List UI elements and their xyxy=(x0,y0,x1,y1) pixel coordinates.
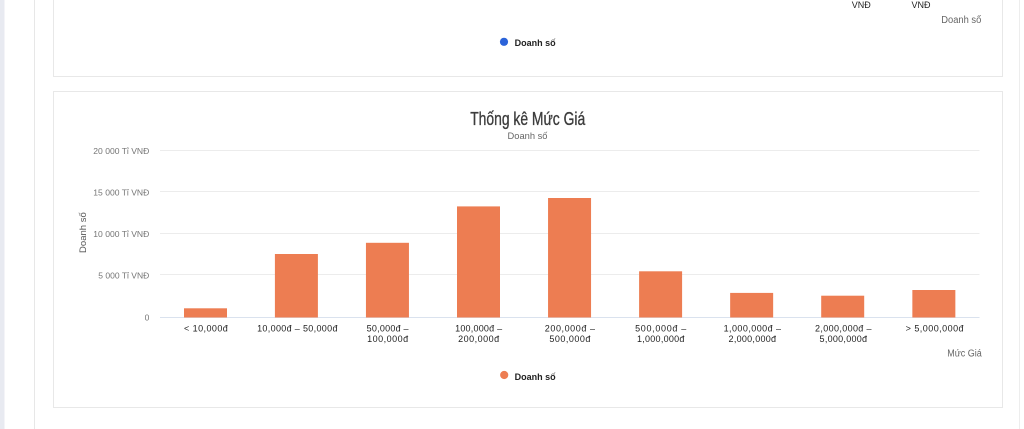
svg-text:< 10,000đ: < 10,000đ xyxy=(184,324,228,334)
svg-text:5 000 Tỉ VNĐ: 5 000 Tỉ VNĐ xyxy=(98,271,149,281)
svg-text:1,000,000đ: 1,000,000đ xyxy=(637,334,685,344)
svg-text:Doanh số: Doanh số xyxy=(508,131,549,142)
svg-text:2,000,000đ –: 2,000,000đ – xyxy=(815,324,872,334)
svg-text:Doanh số: Doanh số xyxy=(941,14,981,26)
svg-text:500,000đ: 500,000đ xyxy=(549,334,590,344)
svg-text:Doanh số: Doanh số xyxy=(515,372,557,382)
svg-text:1,000,000đ –: 1,000,000đ – xyxy=(724,324,781,334)
svg-text:Mức Giá: Mức Giá xyxy=(947,349,982,360)
svg-text:500,000đ –: 500,000đ – xyxy=(635,324,686,334)
svg-text:VNĐ: VNĐ xyxy=(911,0,931,10)
svg-text:Doanh số: Doanh số xyxy=(78,212,89,253)
svg-text:0: 0 xyxy=(145,312,150,322)
svg-text:100,000đ –: 100,000đ – xyxy=(455,324,502,334)
svg-text:200,000đ –: 200,000đ – xyxy=(545,324,595,334)
svg-text:2,000,000đ: 2,000,000đ xyxy=(729,334,777,344)
svg-text:100,000đ: 100,000đ xyxy=(367,334,408,344)
svg-text:5,000,000đ: 5,000,000đ xyxy=(820,334,868,344)
svg-text:50,000đ –: 50,000đ – xyxy=(367,324,409,334)
svg-text:> 5,000,000đ: > 5,000,000đ xyxy=(906,324,964,334)
svg-text:Thống kê Mức Giá: Thống kê Mức Giá xyxy=(470,109,586,129)
svg-text:10 000 Tỉ VNĐ: 10 000 Tỉ VNĐ xyxy=(93,229,149,239)
svg-text:VNĐ: VNĐ xyxy=(852,0,872,10)
svg-text:200,000đ: 200,000đ xyxy=(458,334,499,344)
svg-text:20 000 Tỉ VNĐ: 20 000 Tỉ VNĐ xyxy=(93,146,149,156)
svg-text:10,000đ – 50,000đ: 10,000đ – 50,000đ xyxy=(257,324,337,334)
svg-text:15 000 Tỉ VNĐ: 15 000 Tỉ VNĐ xyxy=(93,188,149,198)
svg-text:Doanh số: Doanh số xyxy=(515,38,557,48)
